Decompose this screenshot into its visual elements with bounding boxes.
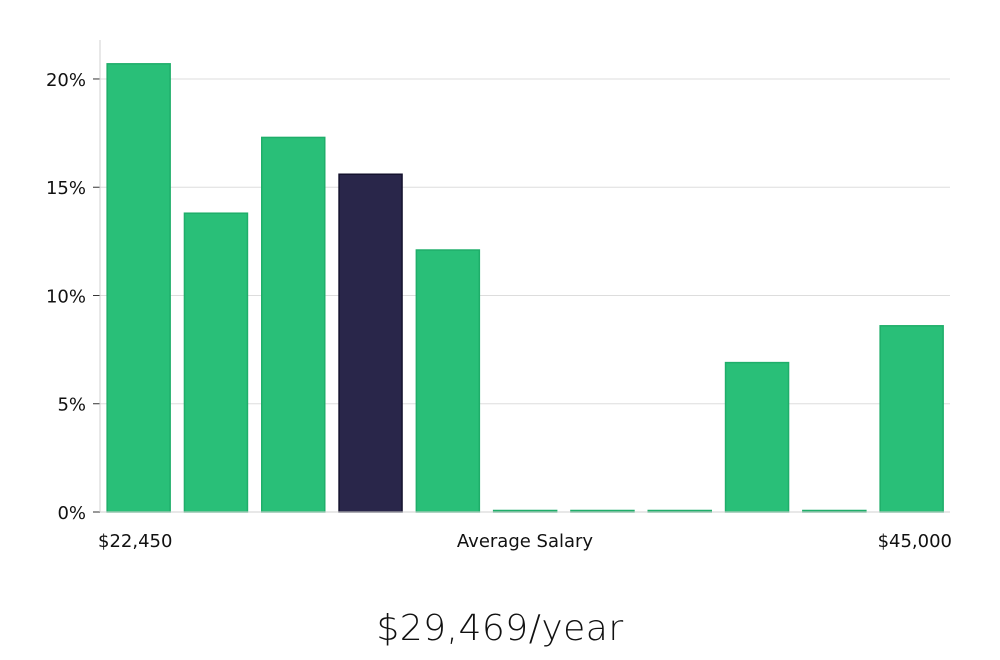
y-tick-label: 15% [46,178,86,199]
bar [183,212,249,513]
x-max-label: $45,000 [878,531,952,552]
bar [415,249,481,513]
y-tick-label: 20% [46,70,86,91]
y-tick-label: 0% [57,503,86,524]
y-tick-label: 5% [57,395,86,416]
bar [879,325,944,513]
chart-canvas: $22,450 Average Salary $45,000 0% 5% 10% 15… [46,40,952,552]
bar [724,361,790,513]
axis-layer [99,40,950,513]
bars-layer [106,63,944,513]
y-tick-label: 10% [46,286,86,307]
bar-highlighted [338,173,403,513]
x-min-label: $22,450 [98,531,172,552]
average-salary-value: $29,469/year [376,608,624,649]
bar [261,136,326,513]
labels-layer: $22,450 Average Salary $45,000 0% 5% 10% 15… [46,70,952,552]
x-axis-title: Average Salary [457,531,594,552]
salary-histogram-chart: $22,450 Average Salary $45,000 0% 5% 10% 15… [46,40,952,552]
bar [106,63,171,513]
